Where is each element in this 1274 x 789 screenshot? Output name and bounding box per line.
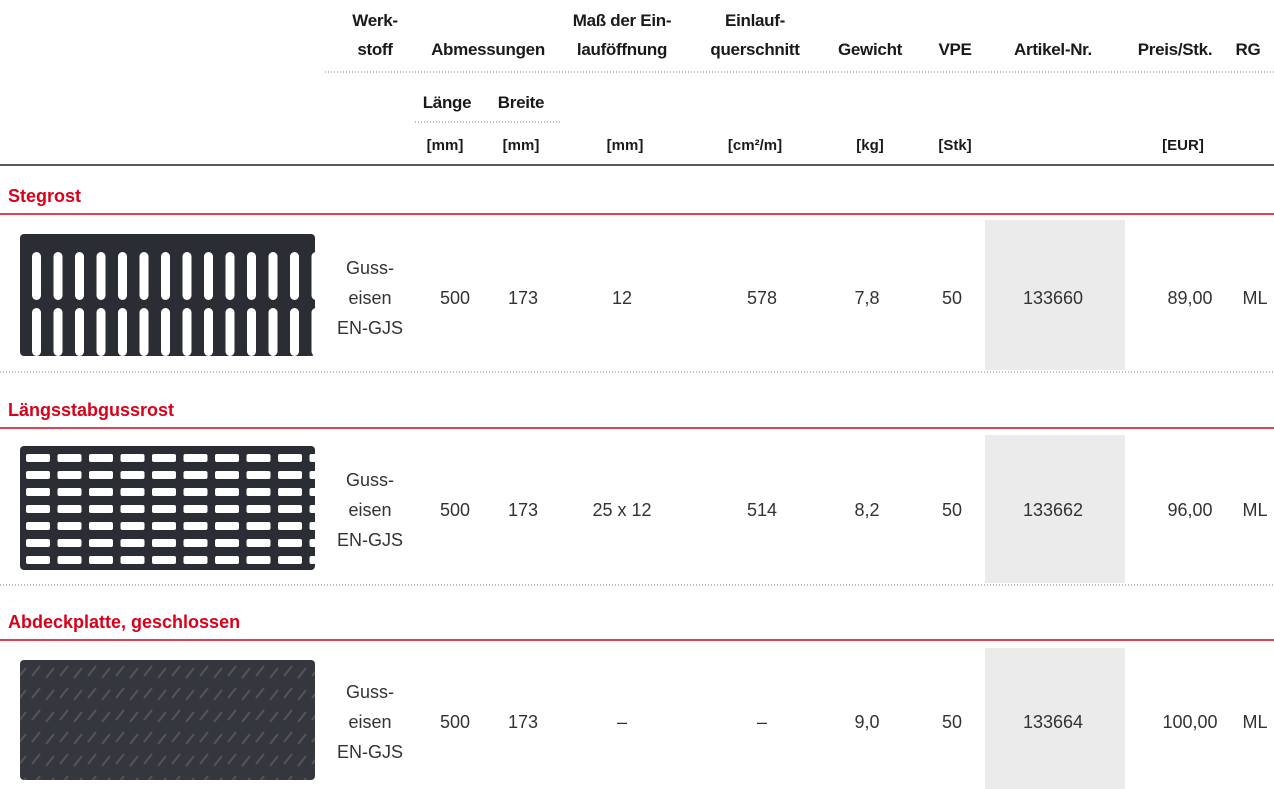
cell: ML: [1242, 500, 1268, 520]
unit: [mm]: [502, 137, 540, 154]
unit: [Stk]: [938, 137, 972, 154]
unit: [EUR]: [1162, 137, 1204, 154]
cell: 500: [439, 712, 471, 732]
column-header: Maß der Ein-: [572, 11, 672, 30]
column-header: querschnitt: [710, 40, 800, 59]
cell: 173: [507, 500, 539, 520]
unit: [mm]: [426, 137, 464, 154]
column-header: lauföffnung: [576, 40, 668, 59]
cell: 133664: [1022, 712, 1084, 732]
unit: [kg]: [856, 137, 884, 154]
column-header: Abmessungen: [431, 40, 545, 59]
cell: 50: [941, 500, 963, 520]
material: eisen: [348, 288, 392, 308]
cell: 7,8: [854, 288, 880, 308]
material: EN-GJS: [336, 530, 404, 550]
column-header: Einlauf-: [725, 11, 785, 30]
cell: 578: [746, 288, 778, 308]
cell: 50: [941, 288, 963, 308]
cell: 133662: [1022, 500, 1084, 520]
unit: [mm]: [606, 137, 644, 154]
cell: 500: [439, 500, 471, 520]
material: eisen: [348, 500, 392, 520]
material: Guss-: [345, 470, 395, 490]
column-header: Preis/Stk.: [1137, 40, 1213, 59]
column-header: RG: [1235, 40, 1261, 59]
column-header: Werk-: [352, 11, 398, 30]
cell: 133660: [1022, 288, 1084, 308]
section-title: Stegrost: [8, 186, 82, 206]
cell: 25 x 12: [592, 500, 652, 520]
cell: 9,0: [854, 712, 880, 732]
section-title: Abdeckplatte, geschlossen: [8, 612, 241, 632]
cell: 8,2: [854, 500, 880, 520]
cell: 12: [611, 288, 633, 308]
cell: ML: [1242, 712, 1268, 732]
material: Guss-: [345, 258, 395, 278]
cell: –: [616, 712, 628, 732]
material: EN-GJS: [336, 318, 404, 338]
material: eisen: [348, 712, 392, 732]
cell: 500: [439, 288, 471, 308]
material: EN-GJS: [336, 742, 404, 762]
subheader: Länge: [422, 93, 472, 112]
cell: ML: [1242, 288, 1268, 308]
section-title: Längsstabgussrost: [8, 400, 175, 420]
cell: 173: [507, 712, 539, 732]
cell: –: [756, 712, 768, 732]
column-header: Gewicht: [837, 40, 903, 59]
column-header: Artikel-Nr.: [1014, 40, 1092, 59]
cell: 514: [746, 500, 778, 520]
column-header: stoff: [357, 40, 393, 59]
cell: 89,00: [1167, 288, 1213, 308]
cell: 96,00: [1167, 500, 1213, 520]
material: Guss-: [345, 682, 395, 702]
subheader: Breite: [497, 93, 545, 112]
cell: 173: [507, 288, 539, 308]
unit: [cm²/m]: [727, 137, 783, 154]
cell: 50: [941, 712, 963, 732]
cell: 100,00: [1162, 712, 1218, 732]
column-header: VPE: [938, 40, 972, 59]
